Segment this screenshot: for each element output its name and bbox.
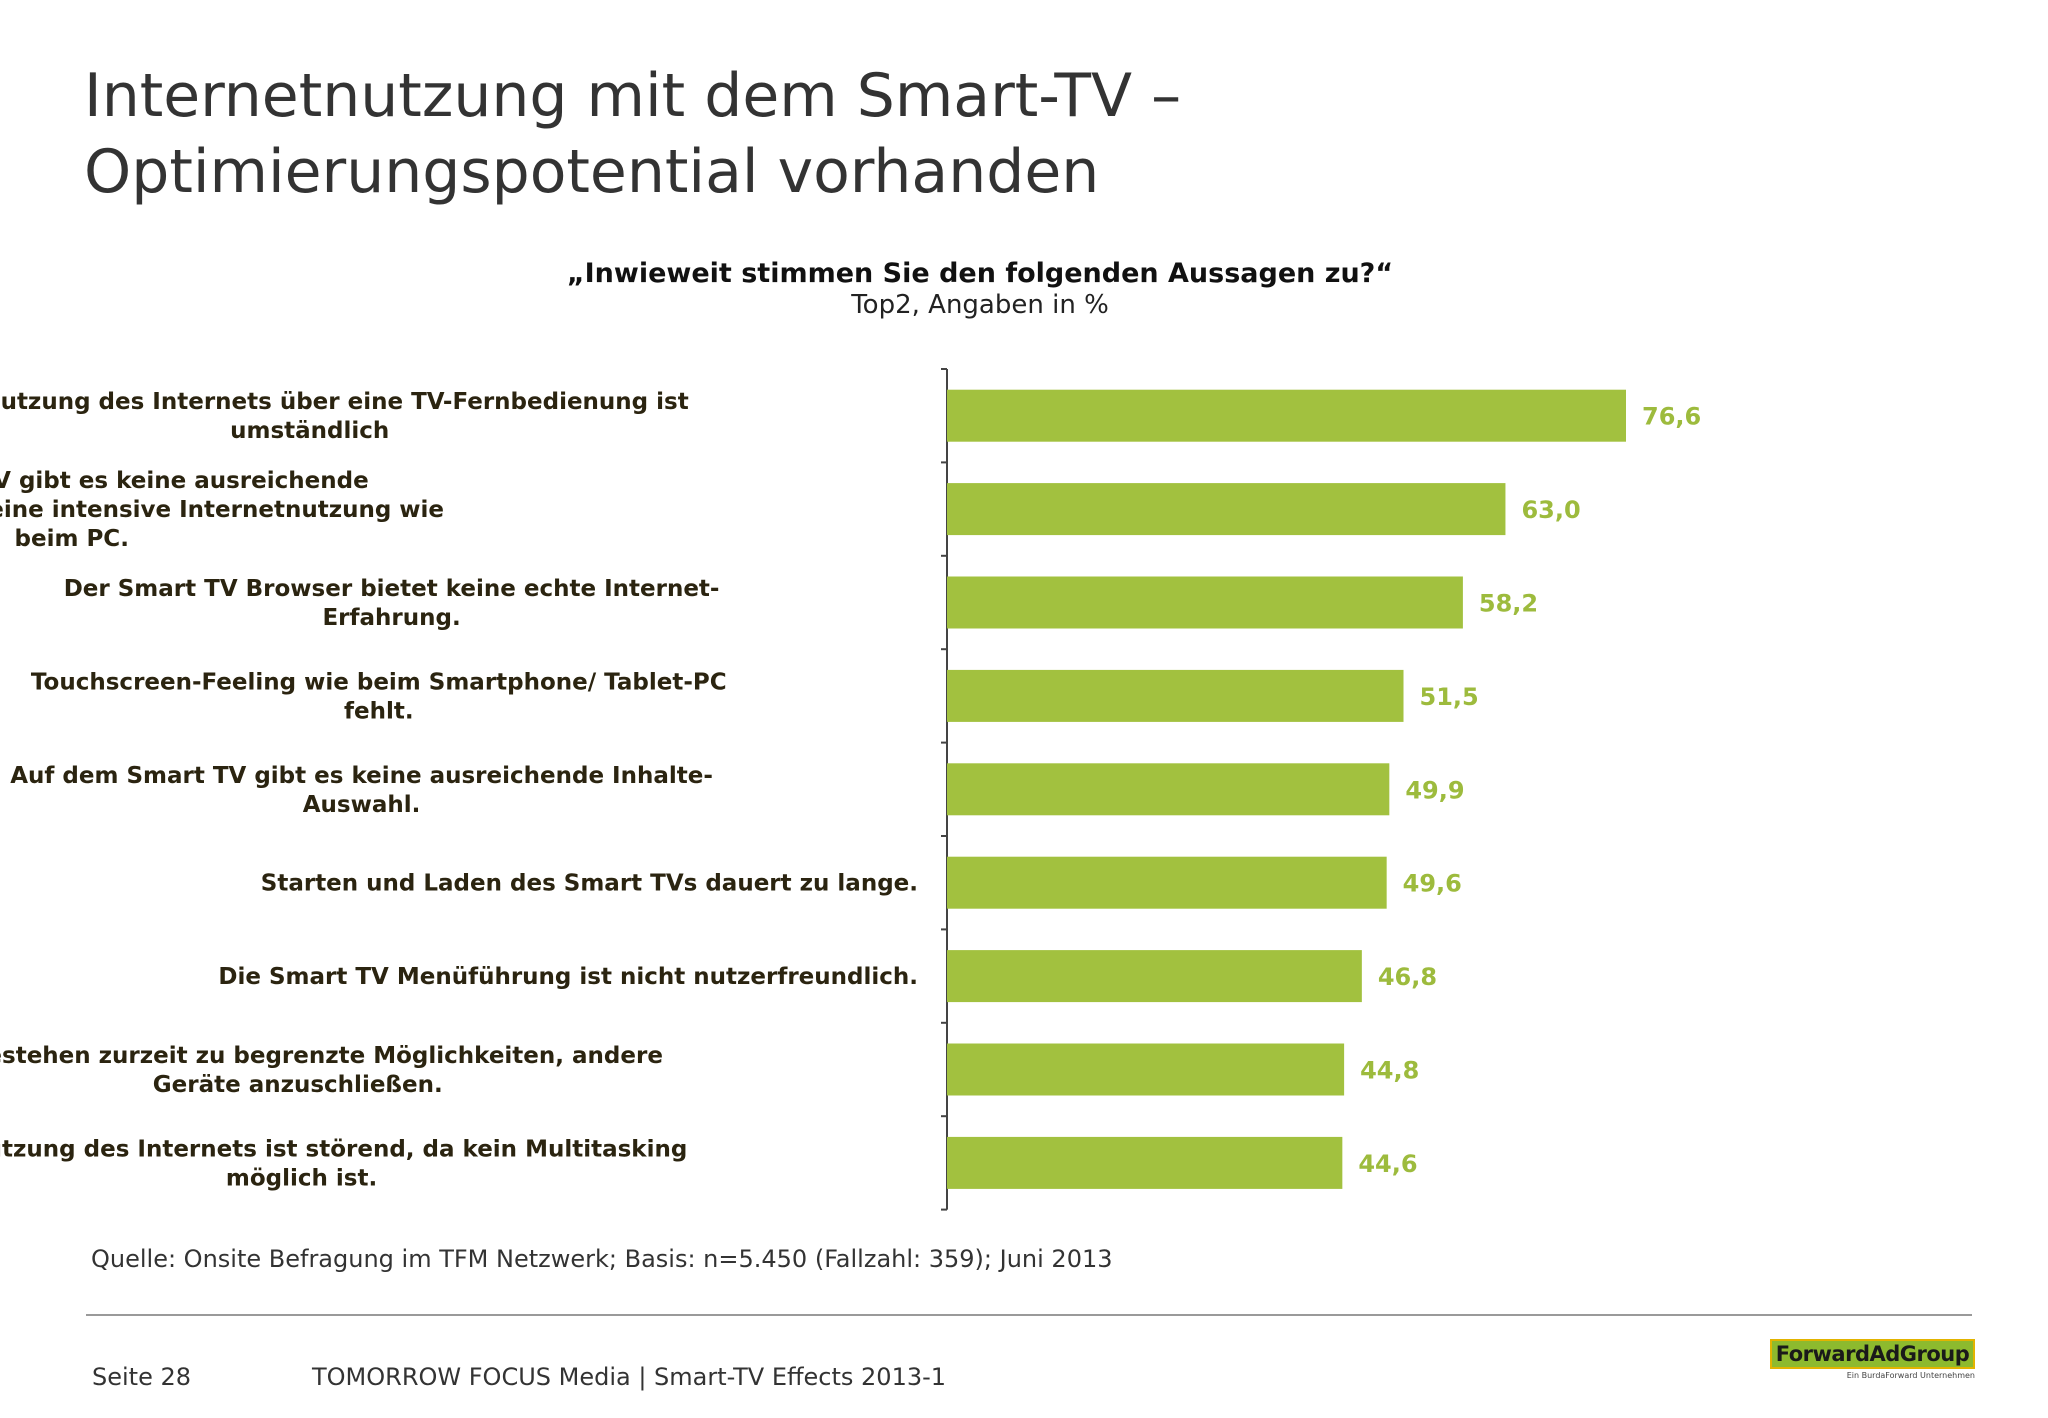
bar [947, 483, 1506, 536]
bar [947, 856, 1387, 909]
bar [947, 389, 1626, 442]
category-label: Die Nutzung des Internets ist störend, d… [0, 1136, 687, 1191]
category-label: Die Smart TV Menüführung ist nicht nutze… [218, 964, 918, 990]
company-logo: ForwardAdGroup Ein BurdaForward Unterneh… [1770, 1339, 1975, 1380]
data-label: 76,6 [1642, 403, 1701, 431]
source-note: Quelle: Onsite Befragung im TFM Netzwerk… [91, 1245, 1113, 1273]
bar [947, 669, 1404, 722]
data-label: 63,0 [1521, 496, 1580, 524]
category-label: Auf dem Smart TV gibt es keine ausreiche… [0, 468, 444, 552]
category-label: Es bestehen zurzeit zu begrenzte Möglich… [0, 1043, 663, 1098]
data-label: 51,5 [1420, 683, 1479, 711]
data-label: 44,8 [1360, 1057, 1419, 1085]
logo-wordmark: ForwardAdGroup [1770, 1339, 1975, 1369]
bar [947, 576, 1463, 629]
data-label: 49,9 [1405, 776, 1464, 804]
bar [947, 763, 1390, 816]
data-label: 49,6 [1403, 870, 1462, 898]
category-label: Starten und Laden des Smart TVs dauert z… [261, 871, 918, 897]
bar [947, 950, 1362, 1003]
data-label: 46,8 [1378, 963, 1437, 991]
category-label: Touchscreen-Feeling wie beim Smartphone/… [31, 669, 727, 724]
bar [947, 1136, 1343, 1189]
bar [947, 1043, 1345, 1096]
data-label: 44,6 [1358, 1150, 1417, 1178]
slide-title-line-2: Optimierungspotential vorhanden [84, 137, 1100, 207]
chart-title: „Inwieweit stimmen Sie den folgenden Aus… [566, 258, 1394, 289]
data-label: 58,2 [1479, 590, 1538, 618]
chart-subtitle: Top2, Angaben in % [851, 290, 1109, 320]
slide-title-line-1: Internetnutzung mit dem Smart-TV – [84, 61, 1182, 131]
category-label: Auf dem Smart TV gibt es keine ausreiche… [10, 763, 713, 818]
slide-title: Internetnutzung mit dem Smart-TV – Optim… [84, 58, 1584, 210]
logo-tagline: Ein BurdaForward Unternehmen [1846, 1371, 1975, 1380]
category-label: Der Smart TV Browser bietet keine echte … [64, 576, 720, 631]
page-number: Seite 28 [92, 1363, 192, 1391]
category-label: Die Nutzung des Internets über eine TV-F… [0, 389, 689, 444]
bar-chart: 76,6 Die Nutzung des Internets über eine … [0, 368, 1701, 1211]
footer-divider [86, 1314, 1972, 1316]
footer-text: TOMORROW FOCUS Media | Smart-TV Effects … [312, 1363, 947, 1391]
